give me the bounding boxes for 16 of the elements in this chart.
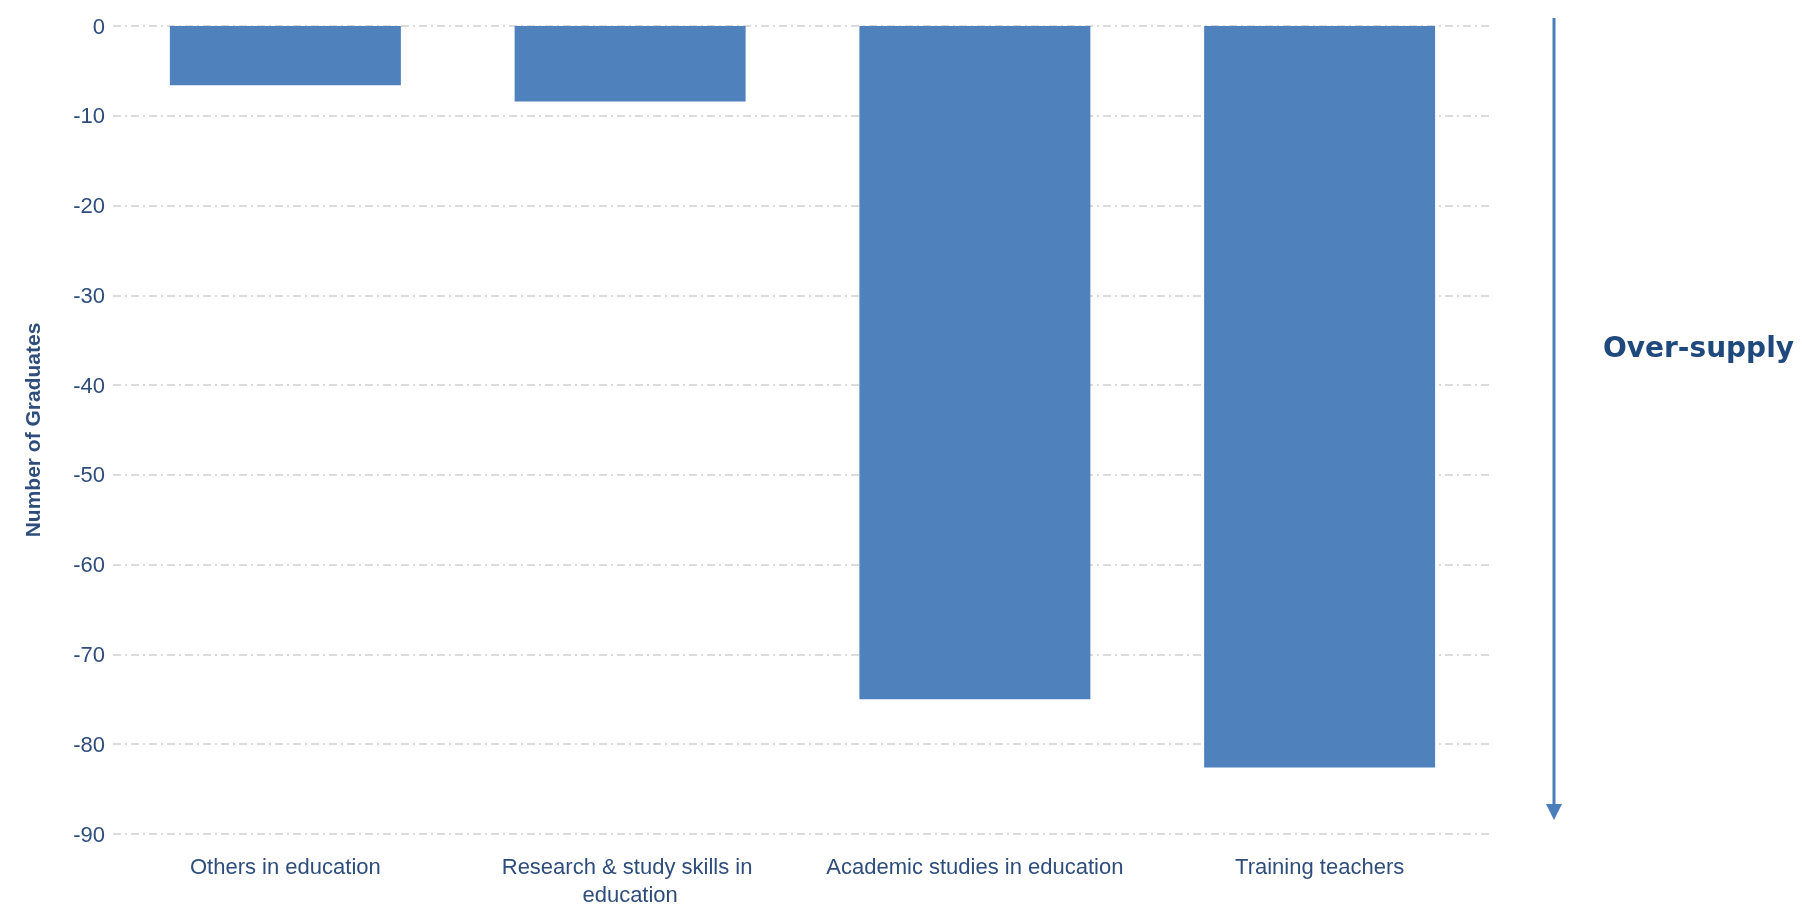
x-tick-label: Others in education: [189, 853, 381, 879]
y-tick-label: -20: [73, 193, 105, 219]
y-tick-label: -80: [73, 731, 105, 757]
y-tick-label: 0: [92, 13, 105, 39]
y-tick-label: -40: [73, 372, 105, 398]
y-tick-label: -10: [73, 103, 105, 129]
y-tick-label: -30: [73, 282, 105, 308]
y-tick-label: -50: [73, 462, 105, 488]
x-tick-label: Training teachers: [1235, 853, 1405, 879]
y-axis-title: Number of Graduates: [21, 322, 44, 538]
y-tick-label: -70: [73, 641, 105, 667]
y-tick-label: -90: [73, 821, 105, 847]
y-tick-label: -60: [73, 552, 105, 578]
x-tick-label: Research & study skills in education: [501, 853, 759, 907]
x-tick-label: Academic studies in education: [826, 853, 1124, 879]
text: Over-supply: [1603, 330, 1795, 364]
